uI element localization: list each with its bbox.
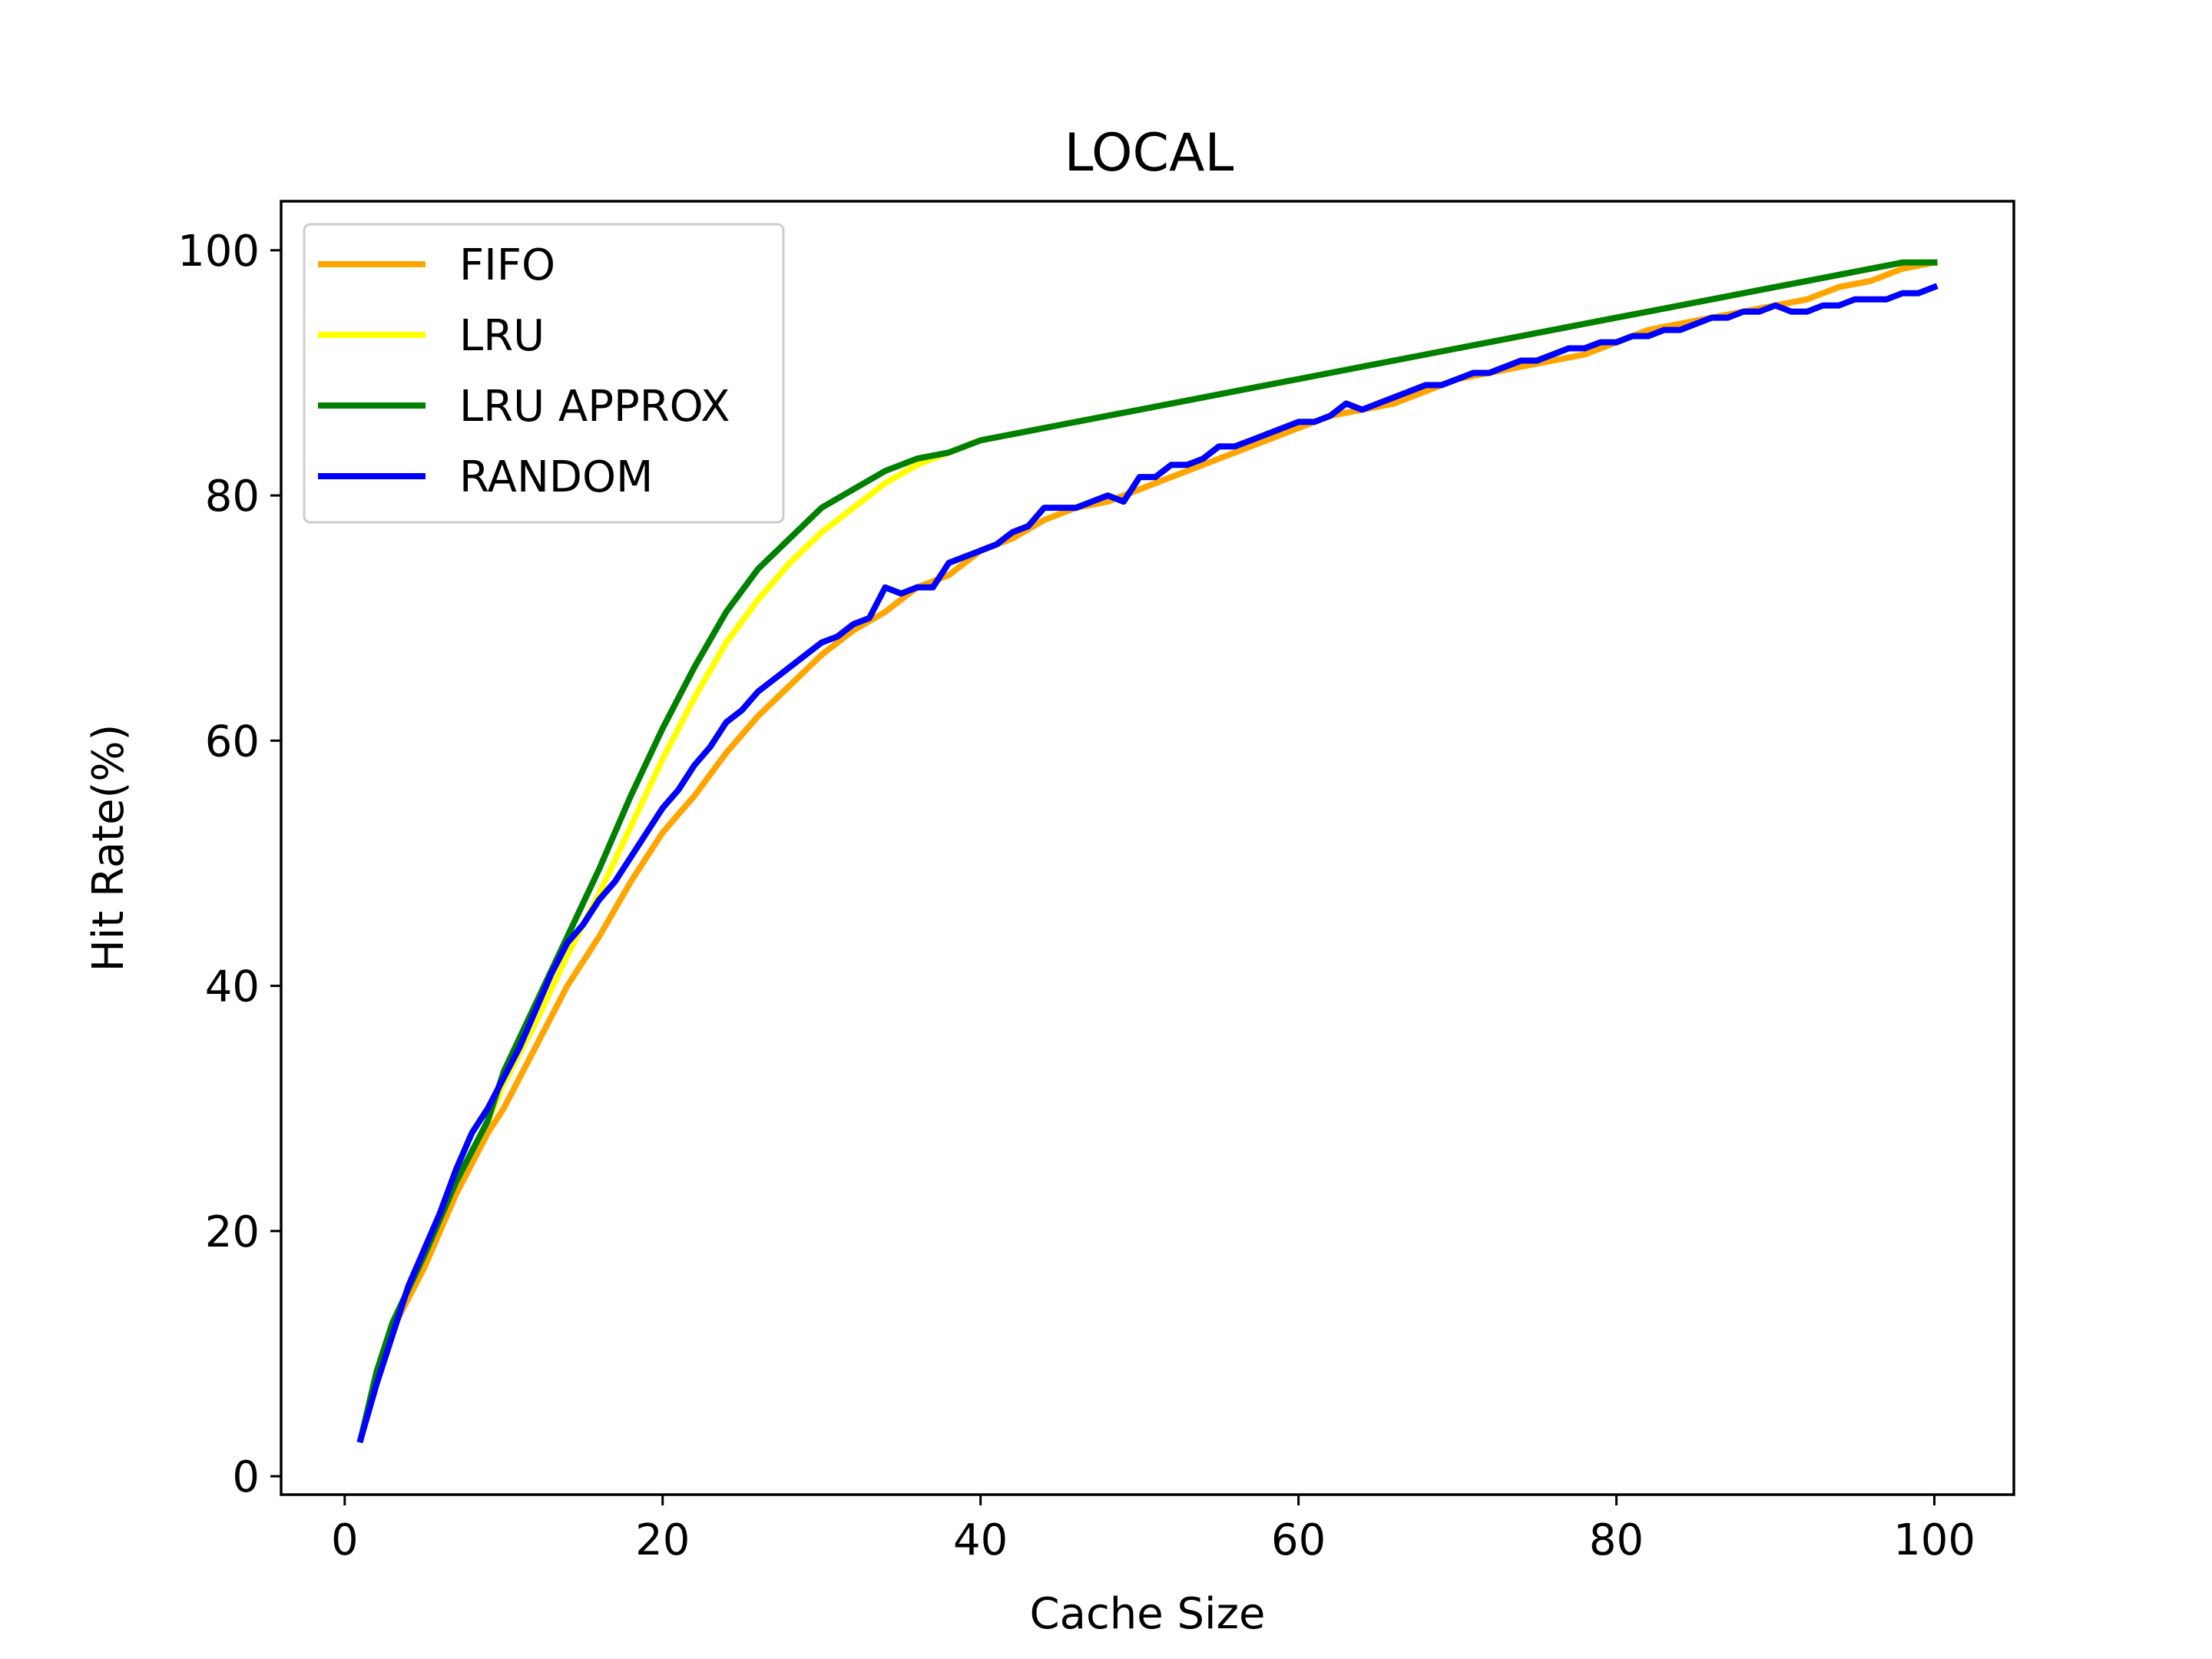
axes bbox=[280, 200, 2015, 1496]
y-axis-ticks: 0 20 40 60 80 100 bbox=[177, 227, 281, 1502]
x-tick-label: 0 bbox=[331, 1515, 359, 1565]
chart-title: LOCAL bbox=[1065, 123, 1234, 184]
x-tick-label: 100 bbox=[1893, 1515, 1975, 1565]
legend-box bbox=[303, 223, 785, 524]
x-axis-ticks: 0 20 40 60 80 100 bbox=[331, 1495, 1975, 1565]
legend-label: FIFO bbox=[459, 240, 555, 290]
legend-label: RANDOM bbox=[459, 452, 653, 502]
y-tick-label: 40 bbox=[205, 962, 260, 1012]
series-line-random bbox=[356, 283, 1939, 1444]
x-tick-label: 40 bbox=[953, 1515, 1008, 1565]
x-tick-label: 80 bbox=[1589, 1515, 1644, 1565]
series-lines bbox=[356, 259, 1939, 1444]
plot-frame bbox=[280, 200, 2015, 1496]
y-axis-label: Hit Rate(%) bbox=[84, 724, 134, 972]
y-tick-label: 60 bbox=[205, 717, 260, 767]
y-tick-label: 80 bbox=[205, 472, 260, 522]
legend-label: LRU APPROX bbox=[459, 382, 730, 432]
y-tick-label: 0 bbox=[232, 1452, 260, 1502]
legend-label: LRU bbox=[459, 311, 545, 361]
y-tick-label: 100 bbox=[177, 227, 260, 276]
legend-entries: FIFO LRU LRU APPROX RANDOM bbox=[318, 240, 730, 502]
x-tick-label: 20 bbox=[635, 1515, 690, 1565]
x-axis-label: Cache Size bbox=[1030, 1589, 1266, 1639]
series-line-lru-approx bbox=[356, 259, 1938, 1444]
y-tick-label: 20 bbox=[205, 1207, 260, 1257]
legend: FIFO LRU LRU APPROX RANDOM bbox=[303, 223, 785, 524]
x-tick-label: 60 bbox=[1271, 1515, 1326, 1565]
